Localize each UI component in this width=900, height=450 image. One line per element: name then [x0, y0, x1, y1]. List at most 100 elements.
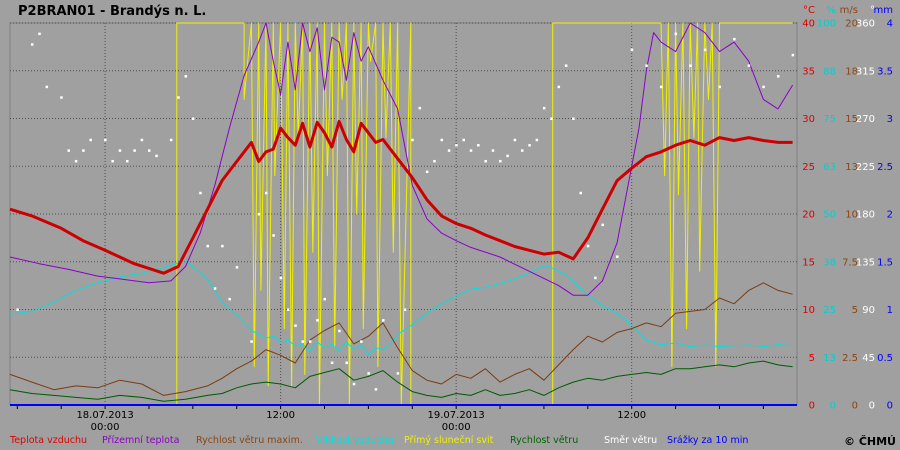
y-tick-label: 225 — [856, 162, 875, 173]
y-tick-label: 90 — [862, 305, 875, 316]
y-tick-label: 40 — [802, 19, 815, 30]
y-tick-label: 0 — [887, 401, 893, 412]
x-time-label: 00:00 — [91, 422, 120, 433]
y-tick-label: 25 — [823, 305, 836, 316]
wind-direction-point — [104, 138, 107, 142]
wind-direction-point — [345, 361, 348, 365]
wind-direction-point — [155, 154, 158, 158]
wind-direction-point — [147, 149, 151, 152]
wind-direction-point — [616, 255, 619, 258]
wind-direction-point — [747, 64, 751, 67]
series-Rychlost větru maxim. — [9, 282, 793, 396]
wind-direction-point — [82, 149, 85, 152]
wind-direction-point — [111, 159, 114, 163]
wind-direction-point — [601, 223, 604, 227]
y-tick-label: 18 — [845, 66, 858, 77]
y-tick-label: 15 — [802, 257, 815, 268]
wind-direction-point — [564, 64, 568, 67]
wind-direction-point — [74, 159, 78, 163]
legend: Teplota vzduchu Přízemní teplota Rychlost … — [9, 435, 748, 446]
wind-direction-point — [520, 149, 524, 152]
y-tick-label: 0.5 — [877, 353, 893, 364]
wind-direction-point — [67, 149, 71, 152]
series-Přímý sluneční svit — [10, 22, 793, 406]
wind-direction-point — [469, 149, 473, 152]
y-axis-unit: mm — [874, 5, 893, 16]
wind-direction-point — [550, 117, 553, 120]
wind-direction-point — [535, 138, 539, 142]
wind-direction-point — [338, 329, 341, 333]
wind-direction-point — [572, 117, 575, 120]
wind-direction-point — [60, 96, 63, 99]
copyright: © ČHMÚ — [844, 435, 896, 448]
y-tick-label: 360 — [856, 19, 875, 30]
wind-direction-point — [16, 308, 19, 311]
y-tick-label: 135 — [856, 257, 875, 268]
y-axes: °C0510152025303540%013253850637588100m/s… — [802, 5, 893, 412]
wind-direction-point — [221, 244, 224, 248]
wind-direction-point — [235, 266, 239, 269]
wind-direction-point — [411, 138, 414, 142]
wind-direction-point — [316, 319, 319, 322]
y-axis-unit: °C — [803, 5, 815, 16]
wind-direction-point — [733, 37, 736, 41]
legend-item: Směr větru — [604, 435, 657, 446]
y-tick-label: 100 — [817, 19, 836, 30]
y-tick-label: 45 — [862, 353, 875, 364]
y-tick-label: 20 — [802, 210, 815, 221]
series-Teplota vzduchu — [9, 119, 793, 275]
legend-item: Srážky za 10 min — [667, 435, 748, 446]
y-tick-label: 3.5 — [877, 66, 893, 77]
y-tick-label: 5 — [809, 353, 815, 364]
legend-item: Rychlost větru — [510, 435, 578, 446]
y-tick-label: 13 — [823, 353, 836, 364]
wind-direction-point — [418, 106, 422, 110]
wind-direction-point — [645, 64, 648, 67]
x-time-label: 12:00 — [266, 410, 295, 421]
wind-direction-point — [279, 276, 283, 280]
y-tick-label: 3 — [887, 114, 893, 125]
y-tick-label: 0 — [852, 401, 858, 412]
wind-direction-point — [586, 244, 590, 248]
y-tick-label: 38 — [823, 257, 836, 268]
series-Vlhkost vzduchu — [9, 260, 793, 356]
wind-direction-point — [776, 75, 780, 78]
wind-direction-point — [791, 53, 795, 57]
wind-direction-point — [374, 388, 378, 391]
y-tick-label: 270 — [856, 114, 875, 125]
wind-direction-point — [45, 85, 49, 89]
wind-direction-point — [513, 138, 517, 142]
y-tick-label: 0 — [809, 401, 815, 412]
wind-direction-point — [199, 191, 202, 195]
y-tick-label: 75 — [823, 114, 836, 125]
wind-direction-point — [447, 149, 451, 152]
wind-direction-point — [455, 144, 458, 147]
wind-direction-point — [133, 149, 136, 152]
wind-direction-point — [433, 159, 436, 163]
legend-item: Přízemní teplota — [102, 435, 179, 446]
wind-direction-point — [382, 319, 385, 322]
series-group — [9, 22, 797, 406]
wind-direction-point — [301, 340, 305, 343]
wind-direction-point — [506, 154, 509, 158]
x-date-label: 18.07.2013 — [76, 410, 133, 421]
wind-direction-point — [762, 85, 765, 89]
y-axis-unit: ° — [870, 5, 875, 16]
wind-direction-point — [594, 276, 597, 280]
y-tick-label: 1.5 — [877, 257, 893, 268]
wind-direction-point — [352, 382, 356, 386]
y-tick-label: 0 — [830, 401, 836, 412]
wind-direction-point — [718, 85, 721, 89]
wind-direction-point — [30, 43, 34, 46]
wind-direction-point — [557, 85, 561, 89]
x-time-label: 12:00 — [617, 410, 646, 421]
wind-direction-point — [396, 372, 400, 375]
wind-direction-point — [528, 144, 531, 147]
y-tick-label: 25 — [802, 162, 815, 173]
y-tick-label: 7.5 — [842, 257, 858, 268]
wind-direction-point — [191, 117, 195, 120]
wind-direction-point — [140, 138, 144, 142]
y-tick-label: 15 — [845, 114, 858, 125]
